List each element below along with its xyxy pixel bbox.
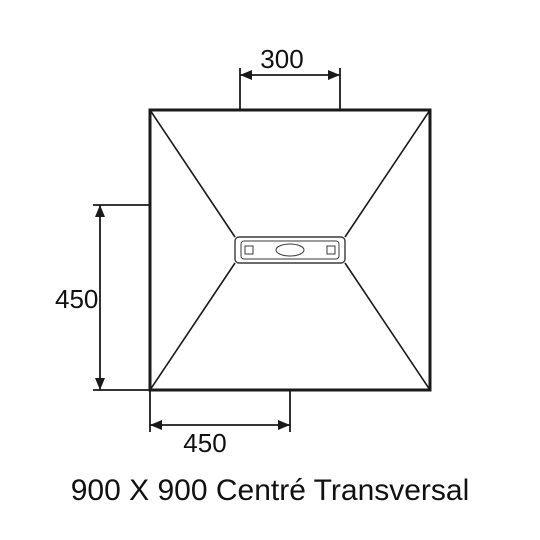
dimension-top: 300: [240, 44, 340, 110]
dimension-top-label: 300: [260, 44, 303, 74]
drain-icon: [235, 237, 345, 263]
tech-drawing: 300 450 450 900 X 900 Centré Transversal: [0, 0, 540, 540]
caption: 900 X 900 Centré Transversal: [71, 474, 470, 507]
dimension-left: 450: [55, 205, 150, 390]
dimension-bottom: 450: [150, 390, 290, 458]
dimension-bottom-label: 450: [183, 428, 226, 458]
dimension-left-label: 450: [55, 284, 98, 314]
